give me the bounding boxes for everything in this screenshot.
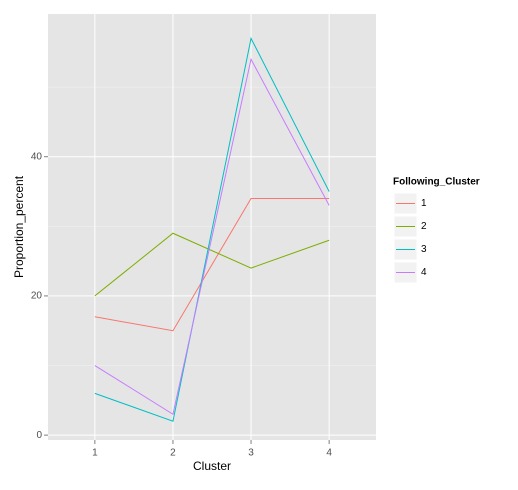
grid: 0 20 40 1 2 3 4 [31, 14, 376, 459]
legend-title: Following_Cluster [393, 177, 480, 188]
y-tick-label: 40 [31, 151, 43, 162]
series-line [94, 232, 330, 297]
series-line [94, 57, 330, 416]
x-axis-title: Cluster [193, 459, 231, 473]
legend-label: 3 [421, 244, 427, 255]
x-tick-label: 1 [92, 448, 98, 459]
legend: 1 2 3 4 [393, 192, 427, 284]
legend-label: 1 [421, 198, 427, 209]
lines [94, 36, 330, 422]
y-tick-label: 0 [36, 430, 42, 441]
x-tick-label: 3 [248, 448, 254, 459]
series-line [94, 36, 330, 422]
y-axis-title: Proportion_percent [12, 175, 26, 278]
y-tick-label: 20 [31, 291, 43, 302]
legend-label: 4 [421, 267, 427, 278]
legend-label: 2 [421, 221, 427, 232]
x-tick-label: 4 [326, 448, 332, 459]
series-line [94, 197, 330, 332]
panel [48, 14, 376, 440]
x-tick-label: 2 [170, 448, 176, 459]
